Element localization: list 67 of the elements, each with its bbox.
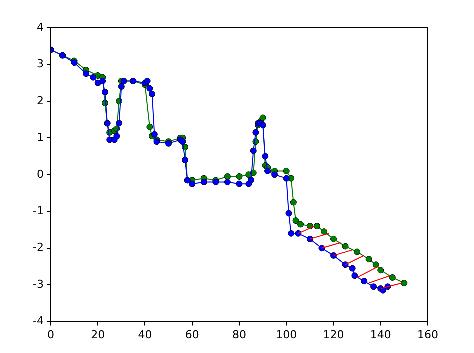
point (146, 85, 154, 92)
point (401, 280, 408, 286)
point (224, 178, 231, 186)
point (146, 124, 154, 130)
point (100, 78, 106, 84)
point (378, 267, 384, 274)
point (262, 153, 269, 160)
point (264, 168, 272, 174)
point (321, 228, 328, 236)
point (224, 173, 231, 180)
point (272, 172, 278, 178)
point (250, 148, 257, 154)
x-tick-label: 100 (276, 328, 298, 342)
y-tick-label: -2 (33, 241, 44, 254)
x-tick-label: 140 (370, 328, 392, 342)
point (248, 177, 255, 184)
point (118, 84, 125, 90)
point (180, 138, 186, 146)
point (349, 265, 356, 272)
point (283, 168, 290, 174)
point (370, 284, 378, 290)
y-tick-label: 3 (36, 58, 44, 71)
point (286, 210, 292, 217)
point (314, 223, 320, 230)
point (361, 278, 368, 285)
point (342, 243, 349, 250)
x-tick-label: 120 (323, 328, 344, 342)
point (290, 199, 297, 206)
x-tick-label: 80 (232, 328, 246, 342)
point (252, 129, 260, 136)
point (298, 221, 304, 228)
y-tick-label: 1 (36, 131, 44, 144)
point (260, 122, 266, 129)
point (352, 272, 358, 280)
point (182, 156, 189, 164)
point (292, 218, 300, 224)
point (114, 133, 120, 140)
point (102, 89, 108, 96)
point (236, 173, 243, 180)
y-tick-label: -3 (33, 278, 44, 291)
point (120, 78, 128, 84)
point (144, 78, 151, 84)
point (149, 90, 156, 98)
point (330, 236, 337, 242)
point (236, 180, 243, 188)
y-tick-label: 0 (36, 168, 44, 181)
x-tick-label: 20 (91, 328, 106, 342)
y-tick-label: 4 (36, 20, 44, 34)
point (116, 120, 123, 127)
x-tick-label: 40 (138, 328, 152, 342)
x-tick-label: 0 (47, 328, 54, 342)
point (260, 114, 266, 122)
point (389, 274, 396, 281)
y-tick-label: -4 (33, 314, 44, 328)
point (288, 230, 295, 237)
x-tick-label: 60 (185, 328, 200, 342)
point (189, 180, 196, 188)
point (372, 262, 380, 268)
point (366, 256, 372, 263)
point (354, 248, 361, 256)
x-tick-label: 160 (418, 328, 438, 342)
point (200, 178, 208, 186)
point (283, 175, 290, 182)
y-tick-label: -1 (33, 204, 44, 218)
point (90, 74, 97, 81)
point (83, 70, 90, 78)
y-tick-label: 2 (36, 94, 44, 108)
